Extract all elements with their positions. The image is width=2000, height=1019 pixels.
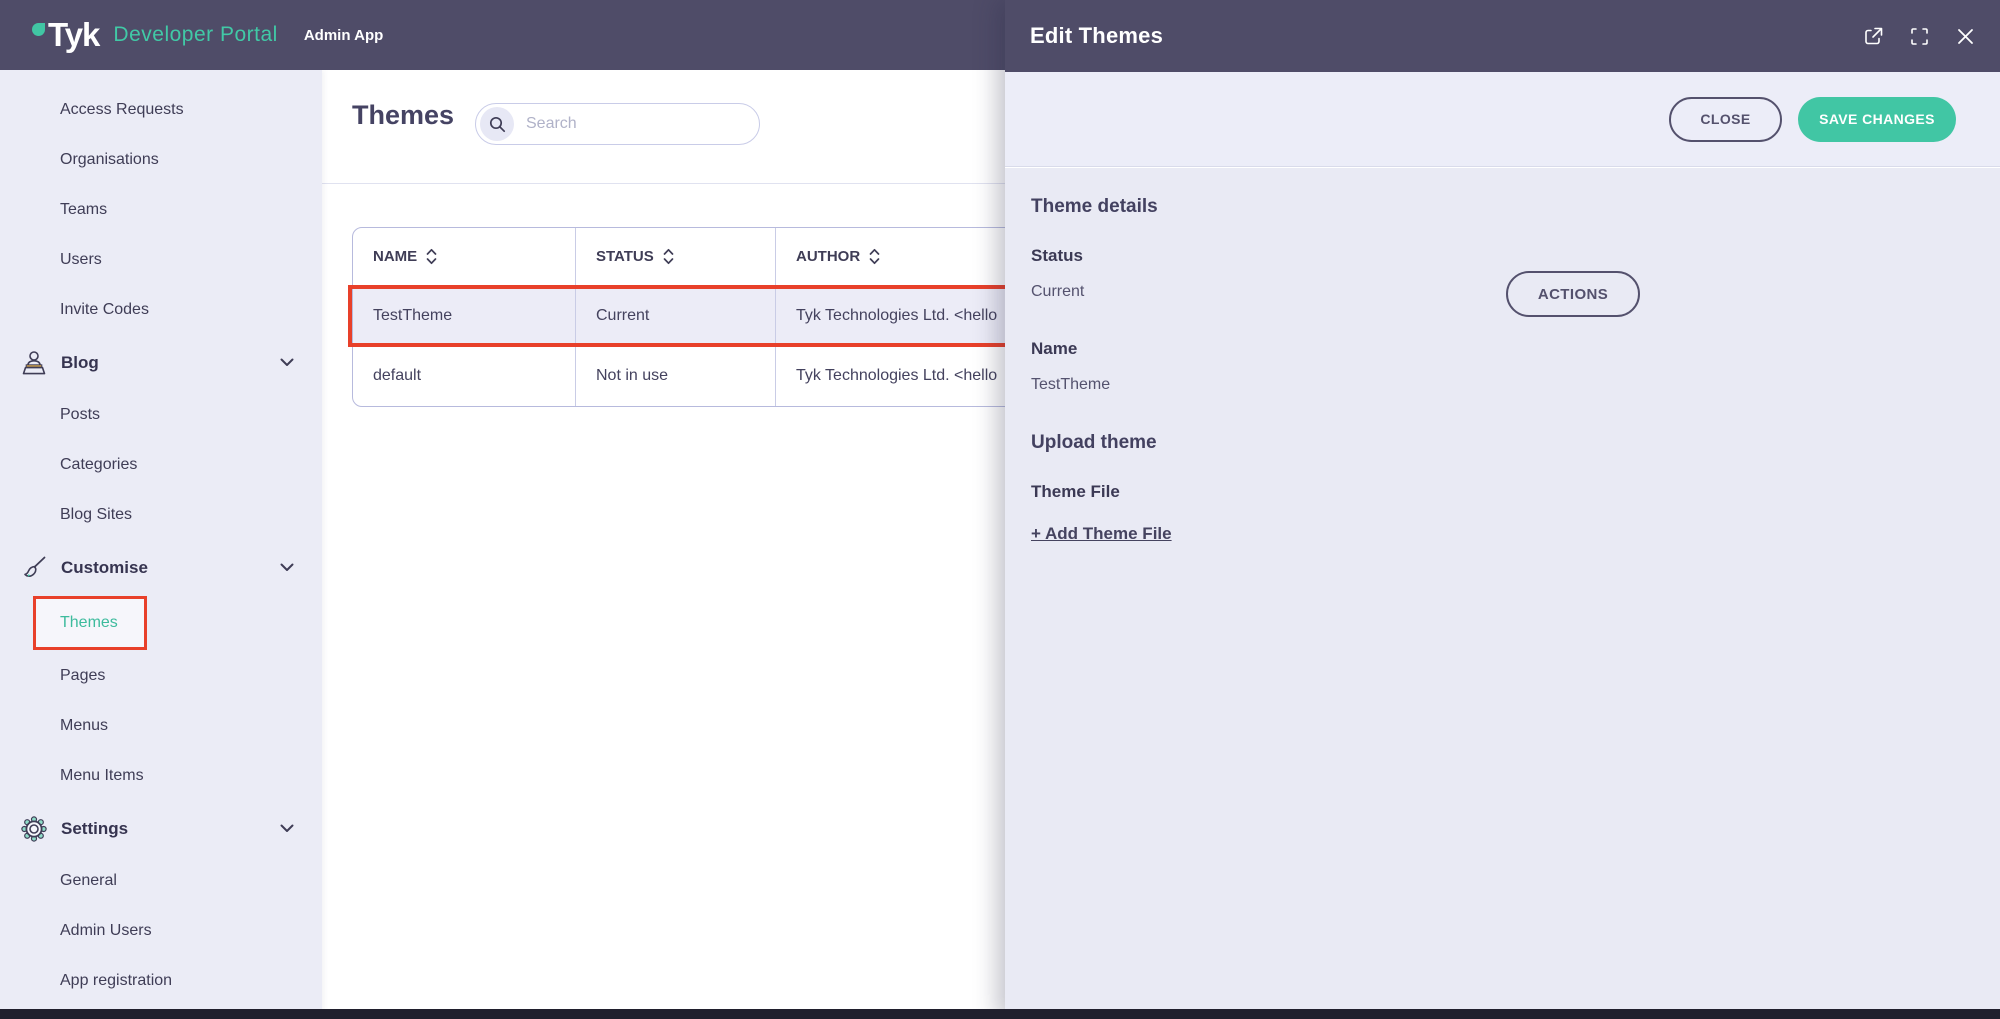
status-value: Current <box>1031 283 1085 300</box>
name-label: Name <box>1031 339 1078 358</box>
drawer-header: Edit Themes <box>1005 0 2000 72</box>
blogger-icon <box>18 347 50 379</box>
sidebar-item-teams[interactable]: Teams <box>0 185 322 235</box>
search-box[interactable] <box>475 103 760 145</box>
logo-text: Tyk <box>48 16 100 53</box>
paintbrush-icon <box>18 552 50 584</box>
gear-icon <box>18 813 50 845</box>
sidebar-item-admin-users[interactable]: Admin Users <box>0 906 322 956</box>
sidebar-item-posts[interactable]: Posts <box>0 390 322 440</box>
cell-status: Not in use <box>576 346 776 406</box>
search-input[interactable] <box>526 115 726 133</box>
sidebar-group-blog[interactable]: Blog <box>0 335 322 390</box>
theme-details-heading: Theme details <box>1031 196 1158 217</box>
tyk-logo: Tyk <box>32 16 100 54</box>
fullscreen-icon[interactable] <box>1908 25 1930 47</box>
drawer-title: Edit Themes <box>1030 23 1164 48</box>
cell-author: Tyk Technologies Ltd. <hello <box>796 306 998 324</box>
sidebar-item-categories[interactable]: Categories <box>0 440 322 490</box>
logo-subtitle: Developer Portal <box>113 23 278 46</box>
sidebar-item-label: App registration <box>60 972 173 989</box>
sidebar-item-invite-codes[interactable]: Invite Codes <box>0 285 322 335</box>
name-value: TestTheme <box>1031 376 1111 393</box>
page-title: Themes <box>352 100 455 130</box>
sidebar-group-label: Settings <box>61 818 129 838</box>
column-header-name[interactable]: NAME <box>353 228 576 285</box>
sidebar-item-label: Invite Codes <box>60 301 149 318</box>
column-label: STATUS <box>596 248 654 265</box>
table-row-default[interactable]: default Not in use Tyk Technologies Ltd.… <box>353 346 1911 406</box>
column-label: AUTHOR <box>796 248 861 265</box>
upload-theme-heading: Upload theme <box>1031 432 1157 453</box>
sidebar-group-label: Customise <box>61 557 148 577</box>
search-icon <box>480 107 514 141</box>
sidebar-item-general[interactable]: General <box>0 856 322 906</box>
sidebar-item-label: Menu Items <box>60 767 144 784</box>
cell-author: Tyk Technologies Ltd. <hello <box>796 367 998 384</box>
sidebar-item-blog-sites[interactable]: Blog Sites <box>0 490 322 540</box>
window-bottom-edge <box>0 1009 2000 1019</box>
column-header-status[interactable]: STATUS <box>576 228 776 285</box>
sidebar-item-themes[interactable]: Themes <box>0 595 322 651</box>
sidebar-item-menu-items[interactable]: Menu Items <box>0 751 322 801</box>
sidebar-group-settings[interactable]: Settings <box>0 801 322 856</box>
actions-button[interactable]: ACTIONS <box>1506 271 1640 317</box>
admin-app-label[interactable]: Admin App <box>303 26 384 44</box>
sort-icon[interactable] <box>663 248 674 265</box>
sidebar-item-label: Menus <box>60 717 109 734</box>
sidebar-item-organisations[interactable]: Organisations <box>0 135 322 185</box>
sidebar-item-label: Access Requests <box>60 101 184 118</box>
chevron-down-icon <box>280 824 294 833</box>
sort-icon[interactable] <box>426 248 437 265</box>
column-header-author[interactable]: AUTHOR <box>776 228 1911 285</box>
sidebar-item-pages[interactable]: Pages <box>0 651 322 701</box>
sidebar-item-label: Pages <box>60 667 106 684</box>
column-label: NAME <box>373 248 418 265</box>
sidebar-item-menus[interactable]: Menus <box>0 701 322 751</box>
sidebar-group-customise[interactable]: Customise <box>0 540 322 595</box>
sidebar-navigation: Access Requests Organisations Teams User… <box>0 70 322 1019</box>
cell-name: default <box>353 346 576 406</box>
sidebar-item-app-registration[interactable]: App registration <box>0 956 322 1006</box>
sidebar-item-label: Themes <box>60 614 118 631</box>
close-button[interactable]: CLOSE <box>1669 96 1782 142</box>
sidebar-item-users[interactable]: Users <box>0 235 322 285</box>
edit-themes-drawer: Edit Themes <box>1005 0 2000 1019</box>
sidebar-item-label: Users <box>60 251 102 268</box>
drawer-body: Theme details Status Current ACTIONS Nam… <box>1005 168 2000 1019</box>
chevron-down-icon <box>280 358 294 367</box>
save-changes-button[interactable]: SAVE CHANGES <box>1798 96 1956 142</box>
status-label: Status <box>1031 246 1083 265</box>
sidebar-item-access-requests[interactable]: Access Requests <box>0 85 322 135</box>
chevron-down-icon <box>280 563 294 572</box>
sidebar-item-label: Admin Users <box>60 922 152 939</box>
sidebar-item-label: Blog Sites <box>60 506 133 523</box>
drawer-header-icons <box>1862 25 1976 47</box>
add-theme-file-link[interactable]: + Add Theme File <box>1031 524 1172 543</box>
sort-icon[interactable] <box>869 248 880 265</box>
sidebar-item-label: Teams <box>60 201 108 218</box>
close-icon[interactable] <box>1954 25 1976 47</box>
sidebar-group-label: Blog <box>61 352 99 372</box>
open-in-new-window-icon[interactable] <box>1862 25 1884 47</box>
cell-name: TestTheme <box>353 286 576 345</box>
sidebar-item-label: Posts <box>60 406 101 423</box>
cell-status: Current <box>576 286 776 345</box>
theme-file-label: Theme File <box>1031 482 1120 501</box>
sidebar-item-label: Categories <box>60 456 138 473</box>
sidebar-item-label: Organisations <box>60 151 159 168</box>
sidebar-item-label: General <box>60 872 117 889</box>
tyk-leaf-icon <box>32 23 45 36</box>
drawer-action-bar: CLOSE SAVE CHANGES <box>1005 72 2000 167</box>
